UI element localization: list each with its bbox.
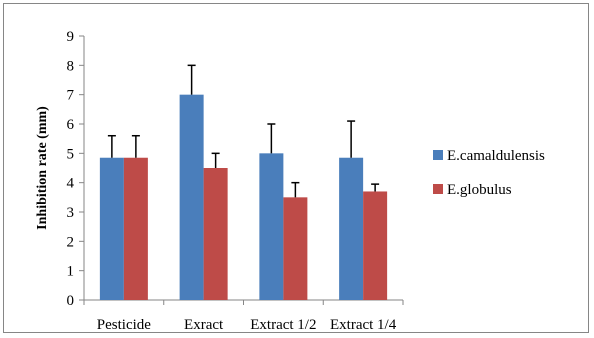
- bar: [203, 168, 228, 300]
- y-axis-label: Inhibition rate (mm): [35, 106, 50, 230]
- y-tick-label: 1: [67, 264, 75, 280]
- bar: [179, 94, 204, 301]
- y-tick-label: 6: [67, 117, 75, 133]
- x-tick-label: Extract 1/2: [250, 317, 316, 333]
- bar: [259, 153, 284, 300]
- y-tick-label: 9: [67, 29, 75, 45]
- y-tick-label: 0: [67, 293, 75, 309]
- legend-label: E.globulus: [447, 182, 512, 198]
- y-tick-label: 8: [67, 58, 75, 74]
- y-tick-label: 4: [67, 176, 75, 192]
- y-tick-label: 2: [67, 234, 75, 250]
- bars: [99, 64, 388, 301]
- x-tick-label: Extract 1/4: [330, 317, 397, 333]
- bar: [99, 157, 124, 300]
- y-tick-label: 7: [67, 88, 75, 104]
- y-axis: 0 1 2 3 4 5 6 7 8 9: [67, 29, 85, 309]
- x-tick-label: Exract: [184, 317, 224, 333]
- bar: [363, 191, 388, 300]
- legend-label: E.camaldulensis: [447, 148, 545, 164]
- bar: [339, 157, 364, 300]
- bar: [283, 197, 308, 300]
- legend: E.camaldulensis E.globulus: [433, 148, 545, 198]
- y-tick-label: 3: [67, 205, 75, 221]
- legend-swatch: [433, 184, 443, 194]
- legend-swatch: [433, 150, 443, 160]
- x-tick-label: Pesticide: [97, 317, 151, 333]
- bar: [123, 157, 148, 300]
- x-axis: Pesticide Exract Extract 1/2 Extract 1/4: [83, 299, 404, 333]
- y-tick-label: 5: [67, 146, 75, 162]
